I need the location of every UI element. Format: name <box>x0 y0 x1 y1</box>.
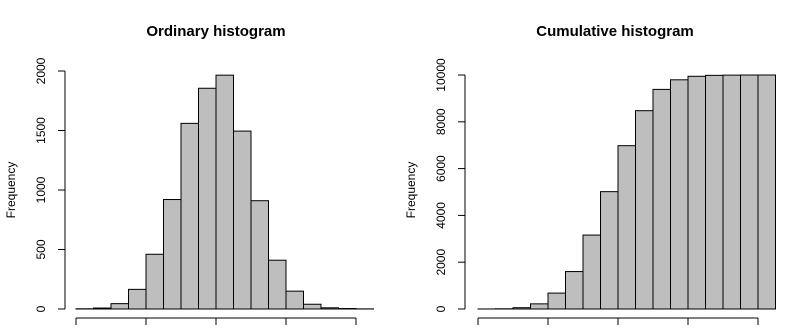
y-axis-label: Frequency <box>4 162 18 219</box>
bar <box>512 307 531 310</box>
y-axis-label: Frequency <box>404 162 418 219</box>
y-tick-label: 500 <box>34 239 48 259</box>
bar <box>198 87 217 310</box>
bar <box>268 259 287 310</box>
y-tick-label: 8000 <box>434 108 448 135</box>
bar <box>530 303 549 310</box>
y-tick-label: 1500 <box>34 117 48 144</box>
bar <box>565 271 584 310</box>
y-tick-label: 4000 <box>434 202 448 229</box>
bar <box>687 75 706 310</box>
bar <box>635 110 654 310</box>
y-tick-label: 0 <box>434 305 448 312</box>
y-tick-label: 1000 <box>34 176 48 203</box>
bar <box>285 290 304 310</box>
bar <box>600 191 619 310</box>
bar <box>740 74 759 310</box>
bar <box>110 303 129 310</box>
bar <box>757 74 776 310</box>
chart-title: Cumulative histogram <box>536 23 694 40</box>
bar <box>670 79 689 310</box>
bar <box>582 234 601 310</box>
bar <box>215 74 234 310</box>
y-tick-label: 2000 <box>34 57 48 84</box>
bar <box>705 74 724 310</box>
y-tick-label: 6000 <box>434 155 448 182</box>
bar <box>547 292 566 310</box>
bar <box>617 145 636 310</box>
bar <box>163 199 182 310</box>
bar <box>145 253 164 310</box>
bar <box>180 122 199 310</box>
y-tick-label: 2000 <box>434 249 448 276</box>
bar <box>233 130 252 310</box>
bar <box>250 200 269 310</box>
bar <box>303 303 322 310</box>
bar <box>128 288 147 310</box>
bar <box>652 88 671 310</box>
bar <box>93 307 112 310</box>
y-tick-label: 0 <box>34 305 48 312</box>
bar <box>722 74 741 310</box>
bar <box>320 307 339 310</box>
y-tick-label: 10000 <box>434 58 448 92</box>
chart-title: Ordinary histogram <box>146 23 285 40</box>
